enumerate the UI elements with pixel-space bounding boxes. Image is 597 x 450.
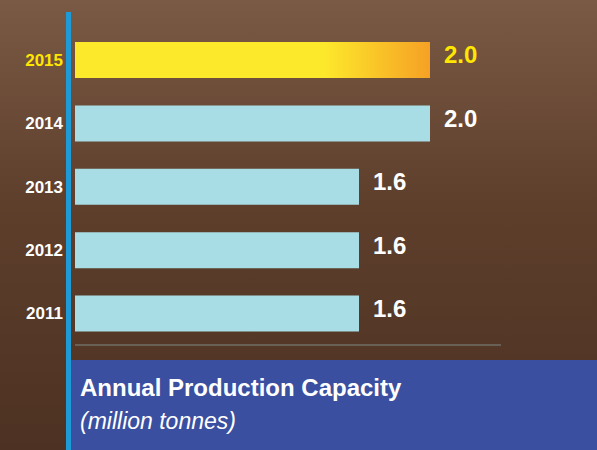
svg-text:2.0: 2.0 (444, 105, 477, 132)
svg-text:2.0: 2.0 (444, 41, 477, 68)
svg-text:1.6: 1.6 (373, 295, 406, 322)
svg-text:2015: 2015 (25, 51, 63, 70)
svg-text:2011: 2011 (26, 304, 63, 323)
html-text:Annual Production Capacity: Annual Production Capacity (80, 374, 402, 401)
svg-text:2014: 2014 (25, 114, 63, 133)
svg-text:2012: 2012 (25, 241, 63, 260)
html-text:(million tonnes): (million tonnes) (80, 408, 236, 434)
svg-text:1.6: 1.6 (373, 168, 406, 195)
svg-text:2013: 2013 (25, 178, 63, 197)
svg-text:1.6: 1.6 (373, 232, 406, 259)
